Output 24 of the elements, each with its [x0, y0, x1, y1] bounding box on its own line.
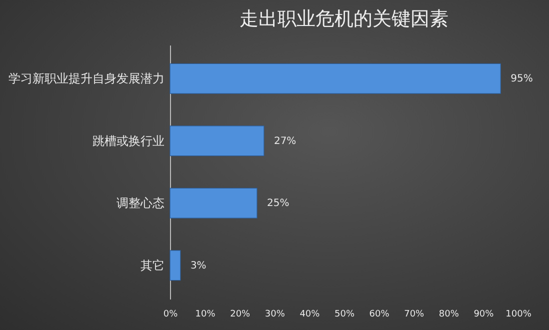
y-tick-label: 学习新职业提升自身发展潜力: [8, 72, 164, 86]
x-tick-label: 10%: [195, 310, 216, 320]
data-label: 27%: [274, 136, 296, 147]
x-tick-label: 50%: [334, 310, 355, 320]
x-tick-label: 90%: [474, 310, 494, 320]
x-tick-label: 80%: [438, 310, 460, 320]
x-tick-label: 60%: [369, 310, 390, 320]
x-tick-label: 40%: [300, 310, 320, 320]
x-tick-label: 20%: [230, 310, 251, 320]
y-tick-label: 调整心态: [116, 196, 164, 210]
bar: [170, 188, 258, 218]
chart-title: 走出职业危机的关键因素: [240, 8, 448, 30]
bar: [170, 63, 501, 94]
bar: [170, 250, 181, 281]
data-label: 25%: [267, 198, 290, 210]
x-tick-label: 70%: [404, 310, 425, 320]
bar: [170, 126, 264, 156]
y-tick-label: 跳槽或换行业: [92, 134, 164, 148]
y-tick-label: 其它: [140, 258, 164, 272]
x-tick-label: 0%: [163, 310, 178, 320]
x-tick-label: 30%: [264, 310, 286, 320]
data-label: 95%: [510, 74, 533, 85]
data-label: 3%: [190, 260, 206, 272]
x-tick-label: 100%: [506, 310, 532, 320]
